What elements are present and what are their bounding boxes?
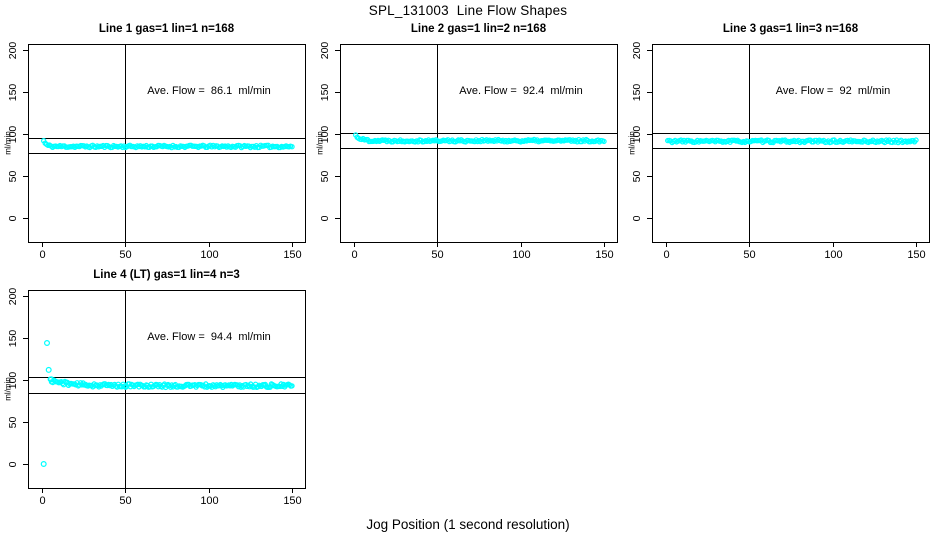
y-tick-label: 150: [319, 84, 331, 102]
data-points: [41, 137, 295, 151]
outlier-data-point: [48, 376, 55, 383]
x-tick-label: 0: [351, 249, 357, 261]
outlier-data-point: [45, 366, 52, 373]
axis-tick-labels: 0 50 100 150 0 50 100 150 200: [319, 42, 614, 261]
y-tick-label: 200: [631, 42, 643, 60]
x-tick-label: 100: [512, 249, 530, 261]
x-tick-label: 150: [595, 249, 613, 261]
axis-tick-labels: 0 50 100 150 0 50 100 150 200: [7, 42, 302, 261]
x-tick-label: 50: [119, 495, 131, 507]
panel-line-4-plot: 0 50 100 150 0 50 100 150 200: [7, 288, 306, 507]
y-tick-label: 50: [631, 171, 643, 183]
x-tick-label: 100: [200, 249, 218, 261]
x-tick-label: 100: [824, 249, 842, 261]
y-tick-label: 200: [7, 288, 19, 306]
y-axis-label: ml/min: [627, 131, 637, 155]
ave-flow-annotation: Ave. Flow = 92 ml/min: [775, 85, 891, 97]
data-point: [289, 383, 295, 389]
y-tick-label: 0: [319, 215, 331, 221]
ave-flow-annotation: Ave. Flow = 92.4 ml/min: [459, 85, 583, 97]
y-tick-label: 100: [7, 372, 19, 390]
y-tick-label: 50: [7, 171, 19, 183]
y-axis-label: ml/min: [3, 131, 13, 155]
data-point: [198, 381, 204, 388]
panel-line-2-plot: 0 50 100 150 0 50 100 150 200: [319, 42, 618, 261]
x-tick-label: 100: [200, 495, 218, 507]
x-tick-label: 0: [39, 249, 45, 261]
x-tick-label: 0: [39, 495, 45, 507]
x-tick-label: 150: [907, 249, 925, 261]
y-tick-label: 150: [631, 84, 643, 102]
y-tick-label: 150: [7, 84, 19, 102]
y-axis-label: ml/min: [3, 377, 13, 401]
y-tick-label: 100: [631, 126, 643, 144]
y-tick-label: 100: [7, 126, 19, 144]
data-points: [665, 137, 919, 146]
data-point: [289, 143, 295, 150]
y-tick-label: 150: [7, 330, 19, 348]
data-point: [913, 137, 919, 143]
x-tick-label: 150: [283, 495, 301, 507]
y-tick-label: 0: [7, 461, 19, 467]
x-axis-title: Jog Position (1 second resolution): [366, 517, 570, 532]
plot-box: [28, 290, 306, 489]
panel-title: Line 2 gas=1 lin=2 n=168: [410, 23, 547, 35]
axis-tick-labels: 0 50 100 150 0 50 100 150 200: [631, 42, 926, 261]
data-points: [40, 339, 295, 468]
axis-ticks: [23, 296, 293, 493]
y-axis-label: ml/min: [315, 131, 325, 155]
panel-line-3-plot: 0 50 100 150 0 50 100 150 200: [631, 42, 930, 261]
data-point: [601, 138, 607, 145]
y-tick-label: 0: [631, 215, 643, 221]
x-tick-label: 0: [663, 249, 669, 261]
y-tick-label: 200: [7, 42, 19, 60]
x-tick-label: 50: [119, 249, 131, 261]
panel-line-1: 0 50 100 150 0 50 100 150 200 Line 1 gas=1 lin=1…: [0, 20, 312, 270]
plot-box: [28, 44, 306, 243]
panel-line-1-plot: 0 50 100 150 0 50 100 150 200: [7, 42, 306, 261]
panel-title: Line 4 (LT) gas=1 lin=4 n=3: [93, 269, 240, 281]
reference-lines: [28, 44, 305, 242]
outlier-data-point: [43, 339, 50, 346]
outlier-data-point: [40, 461, 47, 468]
panel-line-4: 0 50 100 150 0 50 100 150 200 Line 4 (LT) gas=1 …: [0, 266, 312, 516]
x-tick-label: 50: [743, 249, 755, 261]
ave-flow-annotation: Ave. Flow = 86.1 ml/min: [147, 85, 271, 97]
y-tick-label: 100: [319, 126, 331, 144]
axis-tick-labels: 0 50 100 150 0 50 100 150 200: [7, 288, 302, 507]
panel-line-2: 0 50 100 150 0 50 100 150 200 Line 2 gas=1 lin=2…: [312, 20, 624, 270]
y-tick-label: 50: [319, 171, 331, 183]
panel-title: Line 1 gas=1 lin=1 n=168: [98, 23, 235, 35]
x-tick-label: 150: [283, 249, 301, 261]
y-tick-label: 50: [7, 417, 19, 429]
plot-box: [652, 44, 930, 243]
ave-flow-annotation: Ave. Flow = 94.4 ml/min: [147, 331, 271, 343]
x-tick-label: 50: [431, 249, 443, 261]
figure-title: SPL_131003 Line Flow Shapes: [368, 3, 568, 18]
panel-title: Line 3 gas=1 lin=3 n=168: [722, 23, 859, 35]
y-tick-label: 0: [7, 215, 19, 221]
y-tick-label: 200: [319, 42, 331, 60]
panel-line-3: 0 50 100 150 0 50 100 150 200 Line 3 gas=1 lin=3…: [624, 20, 936, 270]
data-points: [353, 132, 607, 145]
plot-box: [340, 44, 618, 243]
